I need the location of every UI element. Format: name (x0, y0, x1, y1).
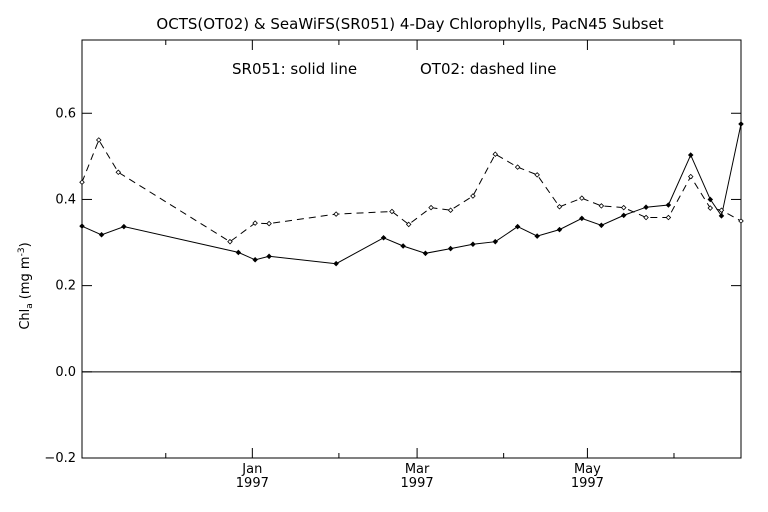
legend-note-solid: SR051: solid line (232, 60, 357, 78)
data-point-ot02 (115, 169, 122, 176)
y-tick-label: 0.0 (55, 365, 76, 380)
data-point-sr051 (470, 241, 476, 248)
data-point-ot02 (266, 220, 272, 227)
data-point-sr051 (514, 223, 521, 230)
data-point-sr051 (687, 152, 694, 158)
data-point-sr051 (380, 235, 387, 241)
data-point-sr051 (492, 238, 499, 245)
x-tick-month-label: May (574, 462, 601, 477)
x-tick-month-label: Mar (405, 462, 430, 477)
data-point-ot02 (534, 172, 540, 178)
data-point-sr051 (665, 202, 672, 208)
y-axis-label-unit-sup: -3 (17, 247, 27, 256)
y-tick-label: 0.4 (55, 192, 76, 207)
data-point-sr051 (718, 213, 725, 219)
data-point-ot02 (718, 207, 725, 213)
chart-title: OCTS(OT02) & SeaWiFS(SR051) 4-Day Chloro… (156, 15, 663, 33)
data-point-ot02 (333, 211, 339, 217)
data-point-ot02 (687, 173, 694, 180)
data-point-ot02 (598, 203, 605, 209)
data-point-ot02 (643, 214, 649, 221)
data-point-ot02 (447, 207, 454, 213)
legend-note-dashed: OT02: dashed line (420, 60, 557, 78)
y-tick-label: 0.6 (55, 106, 76, 121)
data-point-sr051 (400, 243, 406, 249)
y-axis-label-unit-close: ) (18, 242, 33, 247)
y-tick-label: −0.2 (44, 451, 76, 466)
data-point-sr051 (98, 232, 105, 238)
data-point-sr051 (707, 196, 714, 203)
data-point-sr051 (252, 257, 258, 263)
data-point-sr051 (579, 215, 585, 222)
data-point-sr051 (79, 223, 85, 229)
plot-frame (81, 39, 742, 459)
data-point-ot02 (252, 220, 258, 226)
data-point-ot02 (620, 204, 627, 211)
data-point-ot02 (389, 208, 395, 215)
data-point-sr051 (235, 249, 242, 256)
data-point-ot02 (405, 221, 412, 228)
data-point-ot02 (470, 193, 476, 199)
data-point-sr051 (447, 245, 454, 252)
y-axis-label-unit: (mg m (18, 256, 33, 299)
data-point-ot02 (79, 179, 85, 185)
data-point-sr051 (738, 121, 744, 127)
data-point-sr051 (333, 260, 339, 267)
x-tick-year-label: 1997 (401, 476, 434, 491)
data-point-sr051 (121, 223, 127, 230)
data-point-ot02 (227, 238, 233, 245)
data-point-ot02 (579, 195, 585, 201)
data-point-sr051 (556, 226, 563, 233)
y-axis-label-sub: a (25, 303, 35, 309)
data-point-ot02 (556, 204, 563, 210)
x-tick-year-label: 1997 (236, 476, 269, 491)
data-point-ot02 (95, 137, 102, 143)
data-point-sr051 (620, 212, 627, 219)
data-point-sr051 (643, 204, 649, 210)
y-tick-label: 0.2 (55, 279, 76, 294)
data-point-ot02 (514, 164, 521, 170)
y-axis-label-main: Chl (18, 309, 33, 330)
x-tick-month-label: Jan (241, 462, 262, 477)
data-point-sr051 (266, 253, 272, 260)
data-point-ot02 (665, 214, 672, 221)
data-point-ot02 (707, 205, 714, 211)
data-point-sr051 (598, 222, 605, 229)
x-tick-year-label: 1997 (571, 476, 604, 491)
data-point-ot02 (738, 218, 744, 224)
data-point-ot02 (492, 151, 499, 157)
data-point-sr051 (534, 233, 540, 239)
y-axis-label: Chla (mg m-3) (17, 242, 35, 329)
data-point-ot02 (428, 204, 434, 211)
svg-text:Chla(mg m-3): Chla (mg m-3) (17, 242, 35, 329)
data-point-sr051 (422, 250, 429, 257)
